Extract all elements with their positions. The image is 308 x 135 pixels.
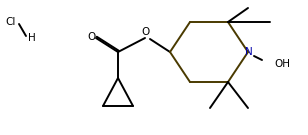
- Text: O: O: [87, 32, 95, 42]
- Text: N: N: [245, 47, 253, 57]
- Text: O: O: [142, 27, 150, 37]
- Text: Cl: Cl: [5, 17, 15, 27]
- Text: OH: OH: [274, 59, 290, 69]
- Text: H: H: [28, 33, 36, 43]
